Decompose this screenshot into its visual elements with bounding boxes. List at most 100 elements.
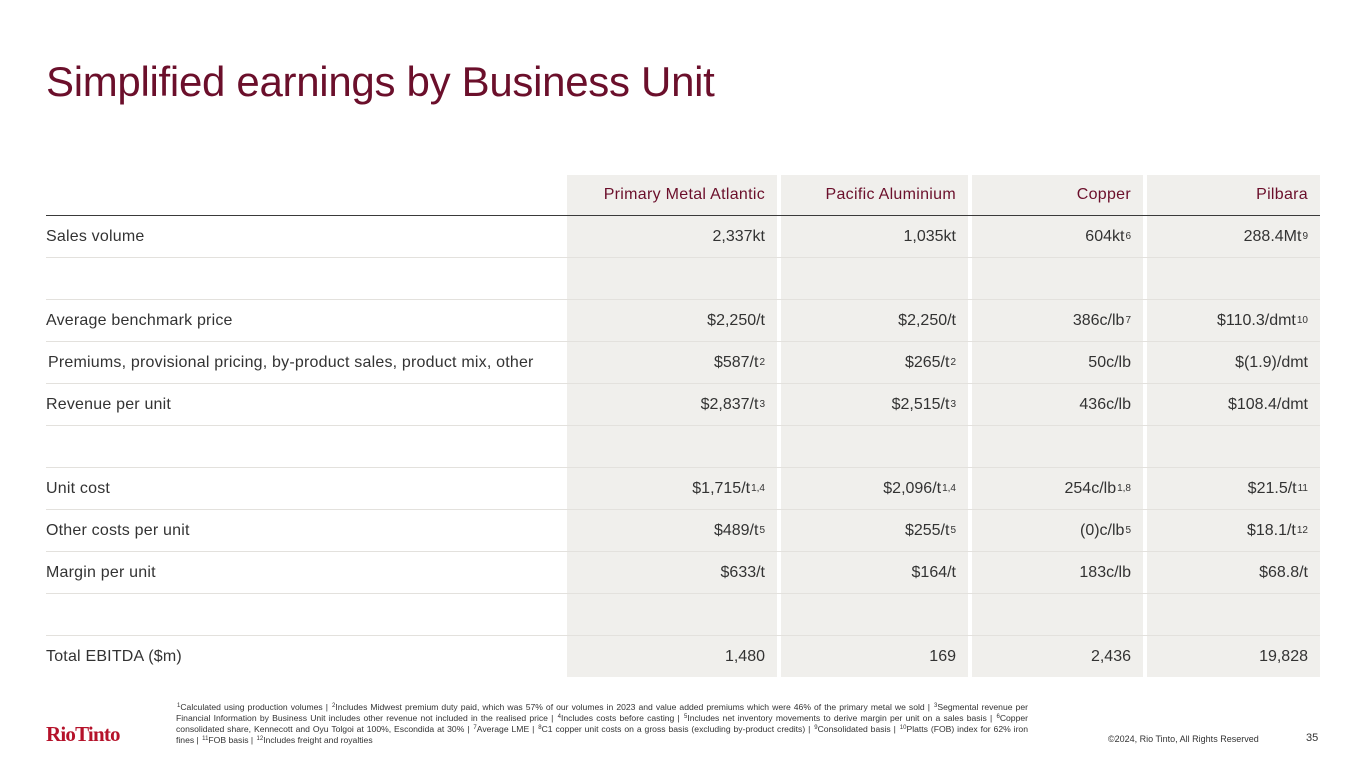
- table-cell: [972, 594, 1143, 635]
- copyright: ©2024, Rio Tinto, All Rights Reserved: [1108, 734, 1259, 744]
- table-cell: [1147, 426, 1320, 467]
- table-cell: 1,480: [567, 636, 777, 677]
- footnote-text: Includes net inventory movements to deri…: [687, 713, 996, 723]
- row-label: Average benchmark price: [46, 311, 233, 329]
- footnote-text: Platts (FOB) index for 62% iron fines |: [176, 724, 1028, 745]
- footnote-number: 12: [256, 736, 264, 742]
- row-label: Total EBITDA ($m): [46, 647, 182, 665]
- table-cell: [1147, 258, 1320, 299]
- footnote-number: 7: [473, 725, 477, 731]
- rio-tinto-logo: RioTinto: [46, 722, 121, 746]
- cell-value: $1,715/t: [692, 479, 751, 497]
- cell-value: 183c/lb: [1079, 563, 1131, 581]
- column-header: Primary Metal Atlantic: [567, 175, 777, 215]
- table-cell: [972, 258, 1143, 299]
- cell-value: $(1.9)/dmt: [1235, 353, 1308, 371]
- footnote-text: Calculated using production volumes |: [180, 702, 332, 712]
- row-label: Unit cost: [46, 479, 111, 497]
- cell-value: 254c/lb: [1064, 479, 1117, 497]
- table-cell: [781, 258, 968, 299]
- footnote-number: 4: [557, 714, 561, 720]
- table-cell: $164/t: [781, 552, 968, 593]
- table-cell: $2,096/t 1,4: [781, 468, 968, 509]
- table-cell: 50c/lb: [972, 342, 1143, 383]
- table-cell: 1,035kt: [781, 216, 968, 257]
- cell-value: $21.5/t: [1247, 479, 1297, 497]
- table-cell: $18.1/t 12: [1147, 510, 1320, 551]
- page-title: Simplified earnings by Business Unit: [46, 58, 715, 105]
- table-cell: $587/t 2: [567, 342, 777, 383]
- column-header: Copper: [972, 175, 1143, 215]
- row-label: Premiums, provisional pricing, by-produc…: [48, 353, 534, 371]
- cell-value: 1,035kt: [903, 227, 956, 245]
- table-cell: $110.3/dmt 10: [1147, 300, 1320, 341]
- table-row: Margin per unit $633/t $164/t 183c/lb $68.8/…: [46, 552, 1320, 594]
- table-cell: [1147, 594, 1320, 635]
- column-header: Pacific Aluminium: [781, 175, 968, 215]
- table-cell: $21.5/t 11: [1147, 468, 1320, 509]
- footnote-number: 5: [683, 714, 688, 720]
- table-cell: [567, 258, 777, 299]
- cell-value: $587/t: [713, 353, 759, 371]
- table-header-row: Primary Metal Atlantic Pacific Aluminium…: [46, 175, 1320, 216]
- table-cell: 436c/lb: [972, 384, 1143, 425]
- cell-value: $68.8/t: [1259, 563, 1308, 581]
- table-row: Premiums, provisional pricing, by-produc…: [46, 342, 1320, 384]
- table-cell: [781, 426, 968, 467]
- cell-value: 2,436: [1090, 647, 1131, 665]
- table-row: [46, 594, 1320, 636]
- table-cell: (0)c/lb 5: [972, 510, 1143, 551]
- cell-value: $164/t: [911, 563, 956, 581]
- table-cell: [567, 594, 777, 635]
- cell-value: 19,828: [1259, 647, 1308, 665]
- cell-value: 2,337kt: [712, 227, 765, 245]
- table-cell: 169: [781, 636, 968, 677]
- footnote-text: C1 copper unit costs on a gross basis (e…: [541, 724, 814, 734]
- cell-value: $2,250/t: [898, 311, 956, 329]
- table-cell: 254c/lb 1,8: [972, 468, 1143, 509]
- footnote-text: Segmental revenue per Financial Informat…: [176, 702, 1028, 723]
- page-number: 35: [1306, 732, 1319, 744]
- table-cell: $108.4/dmt: [1147, 384, 1320, 425]
- table-cell: 386c/lb 7: [972, 300, 1143, 341]
- table-cell: $265/t 2: [781, 342, 968, 383]
- cell-value: $255/t: [904, 521, 950, 539]
- cell-value: 50c/lb: [1088, 353, 1131, 371]
- footnote-number: 3: [934, 703, 938, 709]
- row-label: Sales volume: [46, 227, 145, 245]
- table-cell: 2,436: [972, 636, 1143, 677]
- footnote-number: 2: [332, 703, 336, 709]
- footnotes: 1Calculated using production volumes | 2…: [176, 702, 1028, 746]
- footnote-text: Average LME |: [476, 724, 538, 734]
- cell-value: $2,096/t: [883, 479, 942, 497]
- footnote-number: 9: [814, 725, 818, 731]
- footnote-text: Consolidated basis |: [817, 724, 899, 734]
- row-label: Margin per unit: [46, 563, 156, 581]
- column-header: Pilbara: [1147, 175, 1320, 215]
- row-label: Revenue per unit: [46, 395, 172, 413]
- footnote-text: Copper consolidated share, Kennecott and…: [176, 713, 1028, 734]
- table-cell: $1,715/t 1,4: [567, 468, 777, 509]
- cell-value: $108.4/dmt: [1227, 395, 1308, 413]
- footnote-number: 1: [177, 703, 181, 709]
- table-cell: $2,250/t: [567, 300, 777, 341]
- table-cell: $(1.9)/dmt: [1147, 342, 1320, 383]
- footnote-number: 10: [899, 725, 907, 731]
- table-body: Sales volume 2,337kt 1,035kt 604kt 6 288.4Mt 9…: [46, 216, 1320, 677]
- table-cell: $255/t 5: [781, 510, 968, 551]
- earnings-table: Primary Metal Atlantic Pacific Aluminium…: [46, 175, 1320, 677]
- table-cell: 2,337kt: [567, 216, 777, 257]
- cell-value: $633/t: [720, 563, 765, 581]
- table-cell: $2,250/t: [781, 300, 968, 341]
- table-cell: 604kt 6: [972, 216, 1143, 257]
- table-cell: 183c/lb: [972, 552, 1143, 593]
- row-label: Other costs per unit: [46, 521, 190, 539]
- table-cell: [567, 426, 777, 467]
- cell-value: 1,480: [724, 647, 765, 665]
- cell-value: $265/t: [904, 353, 950, 371]
- table-row: Unit cost $1,715/t 1,4 $2,096/t 1,4 254c/lb 1,…: [46, 468, 1320, 510]
- table-cell: $68.8/t: [1147, 552, 1320, 593]
- cell-value: $18.1/t: [1246, 521, 1296, 539]
- table-cell: 288.4Mt 9: [1147, 216, 1320, 257]
- table-cell: $2,837/t 3: [567, 384, 777, 425]
